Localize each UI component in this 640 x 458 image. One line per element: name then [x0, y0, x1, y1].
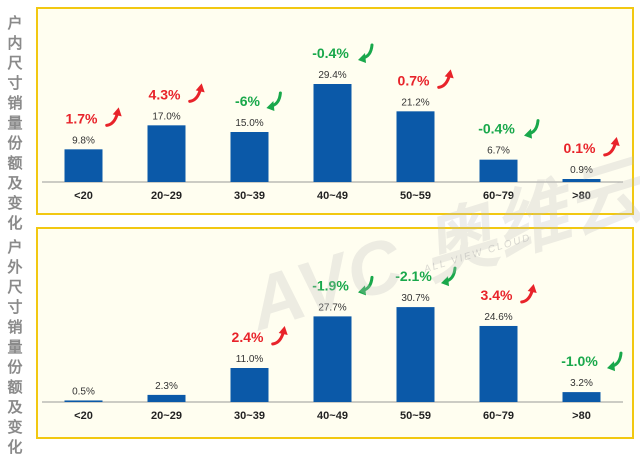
arrow-up-head-icon	[278, 326, 288, 335]
value-label: 15.0%	[235, 118, 263, 129]
bar-40~49	[313, 84, 352, 182]
bar-50~59	[396, 307, 435, 402]
x-tick-label: 20~29	[151, 410, 182, 422]
value-label: 24.6%	[484, 312, 512, 323]
arrow-down-head-icon	[524, 128, 532, 139]
x-tick-label: <20	[74, 410, 93, 422]
arrow-down-head-icon	[441, 276, 449, 287]
value-label: 11.0%	[236, 354, 264, 365]
change-label-down: -6%	[235, 93, 260, 109]
x-tick-label: 20~29	[151, 190, 182, 202]
bar-20~29	[147, 125, 186, 182]
change-label-up: 0.1%	[564, 140, 596, 156]
x-tick-label: >80	[572, 190, 591, 202]
indoor-chart-svg: 9.8% <20 1.7% 17.0% 20~29 4.3% 15.0% 30~39 -6% 29…	[36, 7, 634, 215]
x-tick-label: <20	[74, 190, 93, 202]
bar-<20	[64, 149, 103, 182]
indoor-chart-title: 户内尺寸销量份额及变化	[7, 15, 23, 232]
arrow-down-head-icon	[266, 101, 275, 111]
arrow-up-head-icon	[527, 283, 537, 293]
bar-60~79	[479, 159, 518, 182]
value-label: 17.0%	[152, 111, 180, 122]
value-label: 0.9%	[570, 165, 593, 176]
bar->80	[562, 179, 601, 182]
bar-50~59	[396, 111, 435, 182]
value-label: 3.2%	[570, 378, 593, 389]
value-label: 27.7%	[318, 302, 346, 313]
outdoor-chart-title: 户外尺寸销量份额及变化	[7, 239, 23, 456]
outdoor-chart-svg: 0.5% <20 2.3% 20~29 11.0% 30~39 2.4% 27.7% 40~49…	[36, 227, 634, 439]
arrow-down-head-icon	[607, 361, 615, 372]
x-tick-label: 30~39	[234, 190, 265, 202]
bar-20~29	[147, 394, 186, 402]
change-label-down: -0.4%	[312, 45, 349, 61]
bar-<20	[64, 400, 103, 402]
arrow-down-head-icon	[358, 285, 366, 296]
indoor-chart-panel: 户内尺寸销量份额及变化 9.8% <20 1.7% 17.0% 20~29 4.3% 15.…	[0, 0, 640, 232]
change-label-down: -1.9%	[312, 277, 349, 293]
value-label: 2.3%	[155, 381, 178, 392]
bar-30~39	[230, 132, 269, 182]
x-tick-label: 50~59	[400, 190, 431, 202]
change-label-up: 3.4%	[481, 287, 513, 303]
change-label-up: 4.3%	[149, 86, 181, 102]
value-label: 0.5%	[72, 386, 95, 397]
arrow-up-head-icon	[444, 69, 454, 79]
change-label-up: 0.7%	[398, 72, 430, 88]
arrow-up-head-icon	[610, 137, 620, 146]
x-tick-label: 30~39	[234, 410, 265, 422]
value-label: 30.7%	[401, 293, 429, 304]
change-label-up: 2.4%	[232, 329, 264, 345]
x-tick-label: 50~59	[400, 410, 431, 422]
bar-40~49	[313, 316, 352, 402]
bar-30~39	[230, 368, 269, 402]
value-label: 21.2%	[401, 97, 429, 108]
value-label: 29.4%	[318, 70, 346, 81]
x-tick-label: 60~79	[483, 190, 514, 202]
arrow-down-head-icon	[358, 53, 366, 63]
change-label-down: -0.4%	[478, 121, 515, 137]
x-tick-label: 40~49	[317, 190, 348, 202]
arrow-up-head-icon	[195, 83, 205, 93]
outdoor-chart-panel: 户外尺寸销量份额及变化 0.5% <20 2.3% 20~29 11.0% 30~39 2.…	[0, 224, 640, 456]
bar-60~79	[479, 325, 518, 402]
x-tick-label: 40~49	[317, 410, 348, 422]
arrow-up-head-icon	[112, 107, 122, 117]
change-label-down: -1.0%	[561, 353, 598, 369]
change-label-up: 1.7%	[66, 110, 98, 126]
x-tick-label: >80	[572, 410, 591, 422]
value-label: 6.7%	[487, 146, 510, 157]
bar->80	[562, 392, 601, 402]
value-label: 9.8%	[72, 135, 95, 146]
change-label-down: -2.1%	[395, 268, 432, 284]
x-tick-label: 60~79	[483, 410, 514, 422]
